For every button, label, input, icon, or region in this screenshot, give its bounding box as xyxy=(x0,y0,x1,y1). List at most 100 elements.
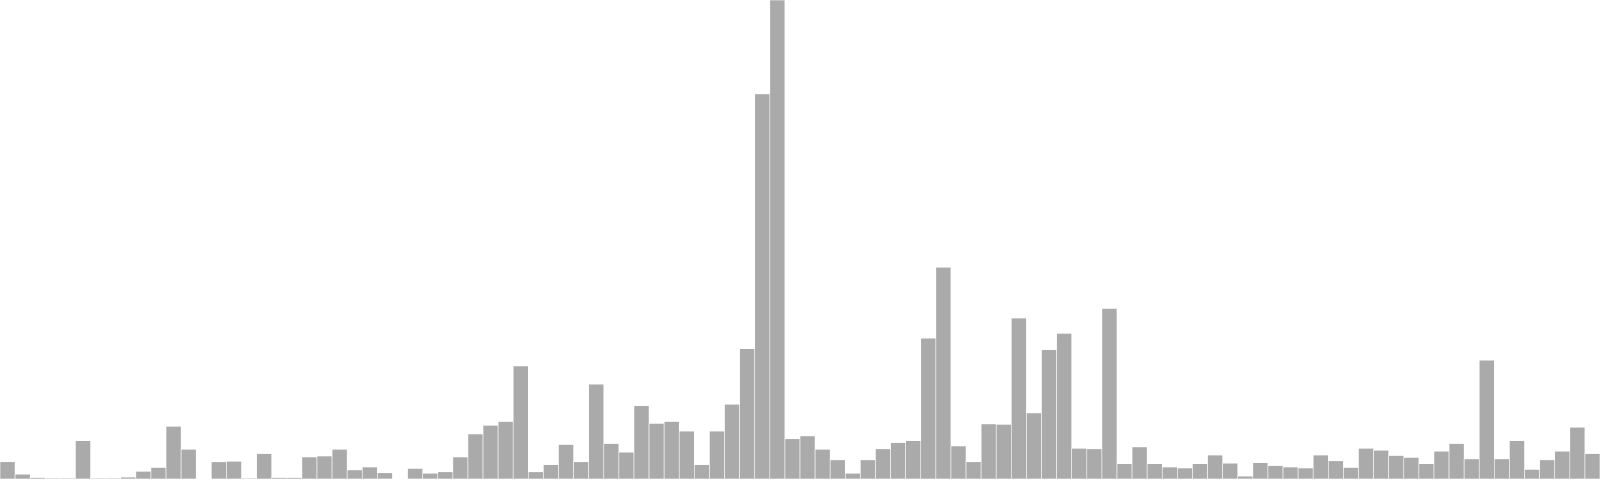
bar-86 xyxy=(1297,467,1314,480)
bar-89 xyxy=(1343,467,1359,480)
bar-65 xyxy=(980,423,997,480)
bar-1 xyxy=(14,473,31,480)
bar-79 xyxy=(1192,463,1208,480)
bar-67 xyxy=(1011,317,1027,480)
bar-50 xyxy=(754,93,771,480)
bar-28 xyxy=(422,472,439,480)
bar-82 xyxy=(1237,475,1254,480)
bar-10 xyxy=(150,467,167,480)
bar-68 xyxy=(1026,412,1042,480)
bar-64 xyxy=(965,461,982,480)
bar-76 xyxy=(1146,463,1163,480)
bar-66 xyxy=(995,424,1012,480)
bar-39 xyxy=(588,383,605,480)
bar-3 xyxy=(44,477,61,480)
bar-9 xyxy=(135,471,152,480)
bar-8 xyxy=(120,476,137,480)
bar-17 xyxy=(256,453,272,480)
bar-94 xyxy=(1418,463,1435,480)
bar-40 xyxy=(603,443,620,480)
bar-37 xyxy=(558,444,574,480)
bar-77 xyxy=(1161,466,1178,480)
bar-36 xyxy=(543,464,559,480)
bar-30 xyxy=(452,456,469,480)
bar-103 xyxy=(1554,450,1571,480)
bar-23 xyxy=(346,469,363,480)
bar-87 xyxy=(1312,454,1329,480)
bar-44 xyxy=(663,421,680,480)
bar-45 xyxy=(678,430,695,480)
bar-102 xyxy=(1539,459,1556,480)
bar-85 xyxy=(1282,466,1299,480)
bar-49 xyxy=(739,348,756,480)
bar-83 xyxy=(1252,462,1269,480)
bar-73 xyxy=(1101,308,1118,480)
bar-6 xyxy=(90,477,106,480)
bar-52 xyxy=(784,438,801,480)
bar-46 xyxy=(694,464,710,480)
bar-92 xyxy=(1388,455,1405,480)
bar-0 xyxy=(0,461,16,480)
bar-56 xyxy=(844,472,861,480)
bar-47 xyxy=(709,430,725,480)
bar-101 xyxy=(1524,469,1540,480)
bar-51 xyxy=(769,0,786,480)
bar-48 xyxy=(724,403,740,480)
bar-105 xyxy=(1584,453,1600,480)
bar-81 xyxy=(1222,462,1239,480)
bar-53 xyxy=(799,435,816,480)
bar-19 xyxy=(286,477,303,480)
bar-69 xyxy=(1041,349,1057,480)
bar-98 xyxy=(1478,359,1495,480)
bar-74 xyxy=(1116,463,1133,480)
bar-70 xyxy=(1056,333,1072,480)
bar-33 xyxy=(497,421,514,480)
bar-57 xyxy=(860,459,876,480)
bar-38 xyxy=(573,461,589,480)
bar-29 xyxy=(437,471,454,480)
bar-58 xyxy=(875,448,891,480)
bar-78 xyxy=(1177,467,1193,480)
bar-90 xyxy=(1358,448,1374,480)
bar-97 xyxy=(1463,458,1480,480)
bar-91 xyxy=(1373,449,1389,480)
bar-27 xyxy=(407,468,423,480)
bar-18 xyxy=(271,477,288,480)
bar-24 xyxy=(361,466,378,480)
bar-15 xyxy=(226,460,242,480)
bar-95 xyxy=(1433,450,1450,480)
bar-31 xyxy=(467,433,484,480)
bar-88 xyxy=(1328,460,1344,480)
bar-75 xyxy=(1131,446,1148,480)
bar-35 xyxy=(527,471,544,480)
bar-54 xyxy=(814,448,831,480)
bar-20 xyxy=(301,456,318,480)
bar-34 xyxy=(512,365,529,480)
bar-42 xyxy=(633,405,650,480)
bar-71 xyxy=(1071,448,1088,480)
bar-7 xyxy=(105,477,122,480)
bar-22 xyxy=(331,448,348,480)
bar-59 xyxy=(890,442,906,480)
bar-63 xyxy=(950,445,967,480)
bar-62 xyxy=(935,266,952,480)
bar-99 xyxy=(1494,458,1510,480)
bar-96 xyxy=(1448,443,1465,480)
bar-25 xyxy=(377,472,393,480)
bar-41 xyxy=(618,451,635,480)
bar-55 xyxy=(829,459,846,480)
bar-11 xyxy=(165,426,182,480)
bar-72 xyxy=(1086,448,1103,480)
bar-61 xyxy=(920,337,937,480)
bar-16 xyxy=(241,477,257,480)
bar-80 xyxy=(1207,454,1223,480)
bar-21 xyxy=(316,455,333,480)
bar-104 xyxy=(1569,426,1586,480)
bar-93 xyxy=(1403,457,1420,480)
bar-14 xyxy=(211,461,227,480)
bar-12 xyxy=(180,448,197,480)
bar-43 xyxy=(648,423,665,480)
